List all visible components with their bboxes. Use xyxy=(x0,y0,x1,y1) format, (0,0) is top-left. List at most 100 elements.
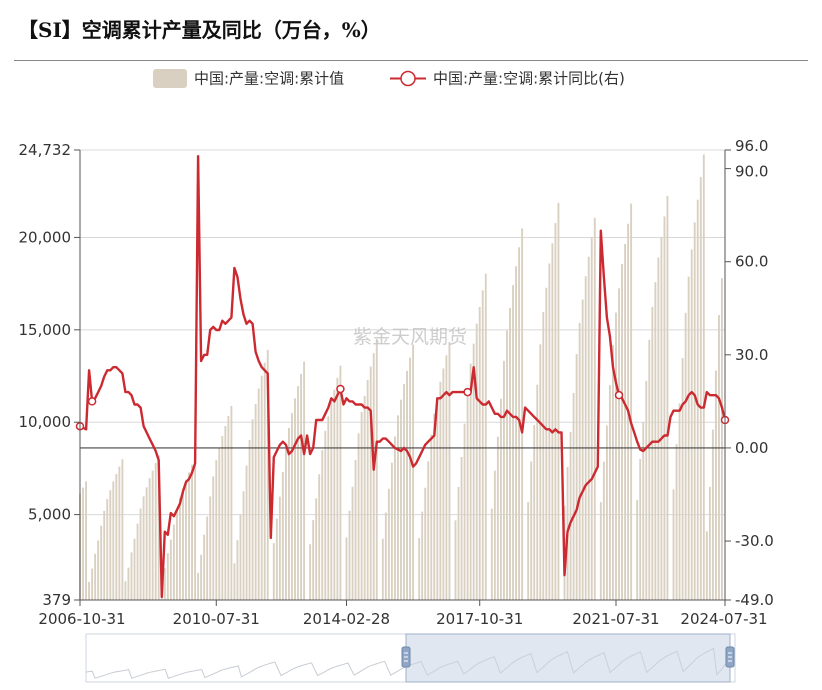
x-tick-label: 2010-07-31 xyxy=(173,610,260,628)
line-point[interactable] xyxy=(463,387,472,397)
x-tick-label: 2024-07-31 xyxy=(680,610,767,628)
bar xyxy=(621,264,623,600)
bar xyxy=(324,430,327,600)
bar xyxy=(403,383,405,600)
bar xyxy=(348,510,351,600)
bar xyxy=(390,462,393,600)
bar xyxy=(188,472,190,600)
bar xyxy=(418,538,421,600)
bar xyxy=(721,278,723,600)
bar xyxy=(548,263,551,600)
bar xyxy=(657,257,660,600)
y-left-tick-label: 20,000 xyxy=(19,228,72,246)
bar xyxy=(675,444,678,600)
bar xyxy=(288,427,290,600)
bar xyxy=(512,285,514,600)
bar xyxy=(212,476,215,600)
line-point[interactable] xyxy=(336,384,345,394)
bar xyxy=(166,553,169,600)
bar xyxy=(427,461,430,600)
bar xyxy=(182,488,184,600)
bar xyxy=(542,311,545,600)
bar xyxy=(175,509,178,600)
bar xyxy=(439,381,442,600)
bar xyxy=(221,436,224,600)
bar xyxy=(351,486,354,600)
bar xyxy=(133,538,136,600)
bar xyxy=(248,439,251,600)
bar xyxy=(584,276,587,600)
line-point[interactable] xyxy=(87,397,97,406)
bar xyxy=(185,479,187,600)
bar xyxy=(191,464,193,600)
bar xyxy=(345,537,348,600)
legend[interactable]: 中国:产量:空调:累计值 中国:产量:空调:累计同比(右) xyxy=(153,69,625,88)
bar xyxy=(82,487,84,600)
bar xyxy=(157,455,160,600)
bar xyxy=(381,538,384,600)
bar xyxy=(278,496,281,600)
bar xyxy=(457,486,460,600)
bar xyxy=(172,524,175,600)
bar xyxy=(309,544,312,600)
bar xyxy=(672,489,675,600)
bar xyxy=(312,520,315,600)
bar xyxy=(169,539,172,600)
bar xyxy=(272,543,275,600)
navigator[interactable] xyxy=(85,633,736,683)
bar xyxy=(339,365,342,600)
bar xyxy=(263,362,266,600)
bar xyxy=(463,423,466,600)
bar xyxy=(266,349,269,600)
bar xyxy=(624,243,627,600)
bar xyxy=(527,501,530,600)
legend-bar-label: 中国:产量:空调:累计值 xyxy=(194,70,344,88)
bar xyxy=(94,553,97,600)
bar xyxy=(642,421,645,600)
bar xyxy=(275,518,278,600)
bar xyxy=(400,399,402,600)
bar xyxy=(412,344,415,600)
bar xyxy=(354,460,357,600)
bar-series xyxy=(79,154,723,601)
bar xyxy=(197,572,200,600)
navigator-selection[interactable] xyxy=(405,633,731,683)
x-tick-label: 2021-07-31 xyxy=(572,610,659,628)
bar xyxy=(384,512,387,600)
bar xyxy=(636,500,639,600)
legend-line-marker xyxy=(400,70,416,87)
bar xyxy=(387,488,390,600)
bar xyxy=(315,498,318,600)
bar xyxy=(318,474,321,600)
bar xyxy=(506,330,508,600)
bar xyxy=(369,366,372,600)
bar xyxy=(539,344,542,600)
bar xyxy=(545,287,548,600)
bar xyxy=(472,343,475,600)
navigator-left-handle[interactable] xyxy=(401,646,411,668)
bar xyxy=(481,290,484,600)
bar xyxy=(630,203,633,600)
bar xyxy=(303,361,306,600)
bar xyxy=(681,358,684,600)
bar xyxy=(327,416,330,600)
bar xyxy=(139,508,142,600)
line-point[interactable] xyxy=(614,390,624,400)
bar xyxy=(136,523,139,600)
y-right-tick-label: 0.00 xyxy=(735,439,768,457)
bar xyxy=(575,354,578,600)
bar xyxy=(333,389,336,600)
bar xyxy=(194,457,197,600)
bar xyxy=(702,154,705,600)
navigator-right-handle[interactable] xyxy=(725,646,735,668)
bar xyxy=(615,312,617,600)
bar xyxy=(206,516,209,600)
yoy-line xyxy=(79,154,727,599)
y-right-tick-label: 96.0 xyxy=(735,137,768,155)
bar xyxy=(421,511,424,600)
bar xyxy=(687,276,690,600)
line-series xyxy=(75,154,730,599)
bar xyxy=(109,490,112,600)
bar xyxy=(612,344,614,600)
bar xyxy=(142,496,145,600)
